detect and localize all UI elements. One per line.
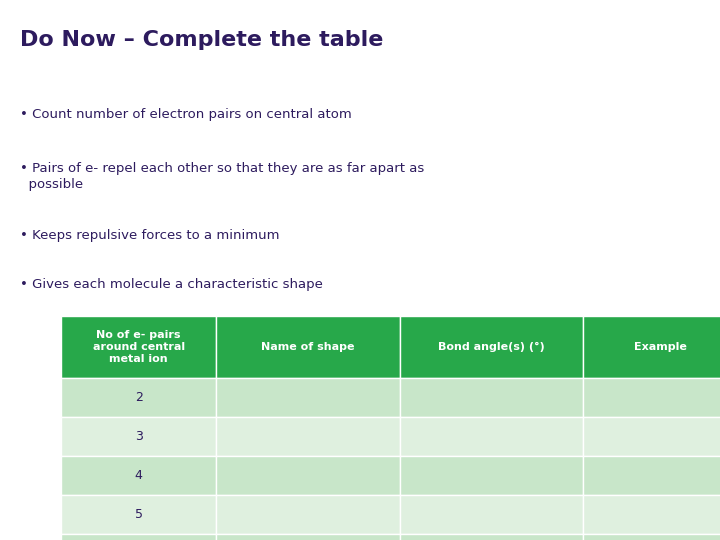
Text: • Count number of electron pairs on central atom: • Count number of electron pairs on cent… — [20, 108, 352, 121]
FancyBboxPatch shape — [216, 534, 400, 540]
FancyBboxPatch shape — [216, 316, 400, 378]
FancyBboxPatch shape — [61, 417, 216, 456]
Text: Example: Example — [634, 342, 687, 352]
FancyBboxPatch shape — [216, 417, 400, 456]
FancyBboxPatch shape — [216, 456, 400, 495]
FancyBboxPatch shape — [216, 495, 400, 534]
FancyBboxPatch shape — [583, 316, 720, 378]
FancyBboxPatch shape — [216, 378, 400, 417]
FancyBboxPatch shape — [400, 378, 583, 417]
Text: Bond angle(s) (°): Bond angle(s) (°) — [438, 342, 545, 352]
Text: 2: 2 — [135, 391, 143, 404]
FancyBboxPatch shape — [583, 456, 720, 495]
FancyBboxPatch shape — [61, 495, 216, 534]
FancyBboxPatch shape — [583, 534, 720, 540]
FancyBboxPatch shape — [61, 456, 216, 495]
FancyBboxPatch shape — [583, 417, 720, 456]
FancyBboxPatch shape — [400, 456, 583, 495]
FancyBboxPatch shape — [400, 534, 583, 540]
FancyBboxPatch shape — [61, 378, 216, 417]
Text: • Keeps repulsive forces to a minimum: • Keeps repulsive forces to a minimum — [20, 230, 279, 242]
FancyBboxPatch shape — [583, 378, 720, 417]
FancyBboxPatch shape — [400, 495, 583, 534]
Text: Do Now – Complete the table: Do Now – Complete the table — [20, 30, 384, 50]
FancyBboxPatch shape — [61, 316, 216, 378]
FancyBboxPatch shape — [583, 495, 720, 534]
Text: 4: 4 — [135, 469, 143, 482]
Text: • Gives each molecule a characteristic shape: • Gives each molecule a characteristic s… — [20, 278, 323, 291]
Text: No of e- pairs
around central
metal ion: No of e- pairs around central metal ion — [93, 330, 184, 363]
Text: 5: 5 — [135, 508, 143, 521]
FancyBboxPatch shape — [400, 316, 583, 378]
Text: 3: 3 — [135, 430, 143, 443]
Text: Name of shape: Name of shape — [261, 342, 354, 352]
FancyBboxPatch shape — [61, 534, 216, 540]
Text: • Pairs of e- repel each other so that they are as far apart as
  possible: • Pairs of e- repel each other so that t… — [20, 162, 424, 191]
FancyBboxPatch shape — [400, 417, 583, 456]
